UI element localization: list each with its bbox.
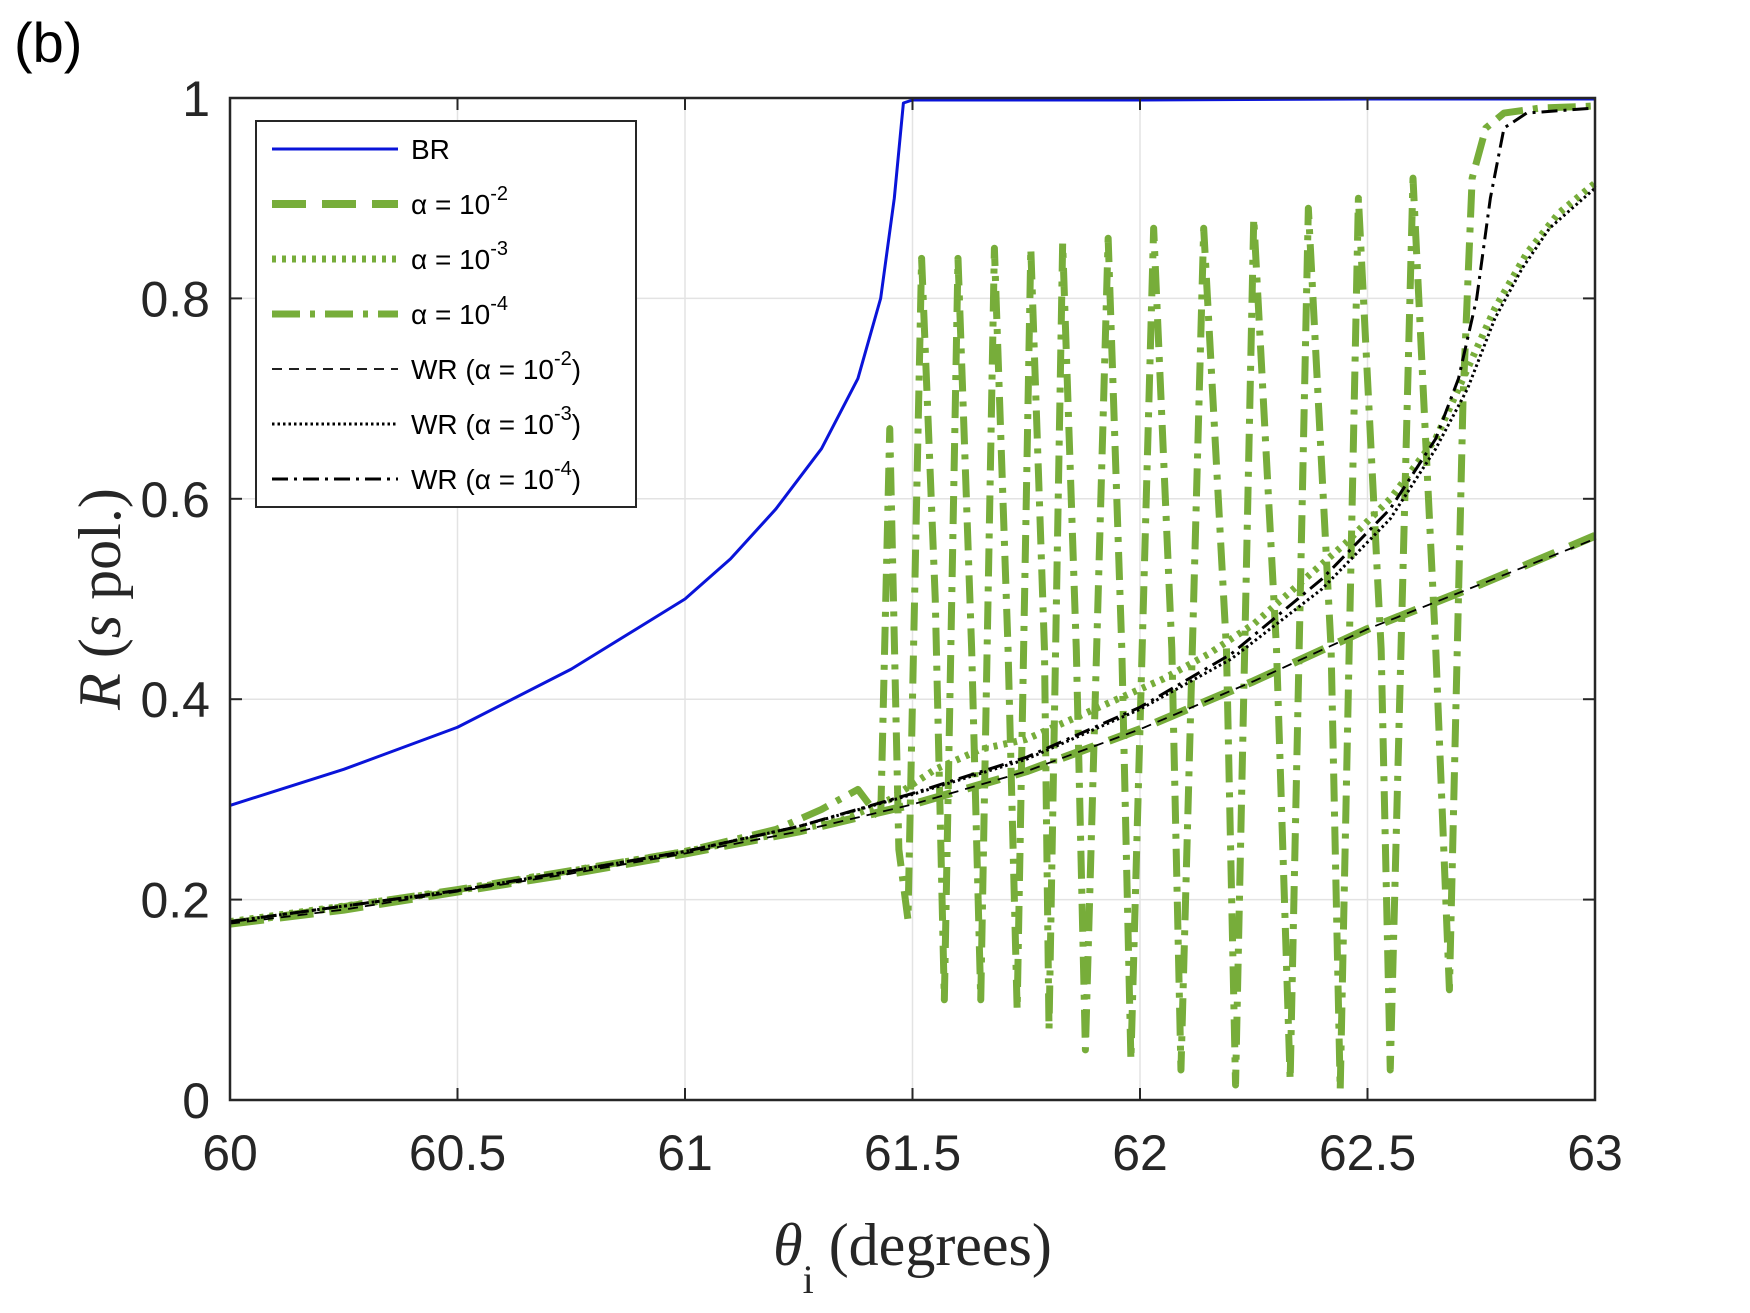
plot-series — [229, 97, 1598, 1094]
legend-label-exponent: -4 — [554, 458, 572, 480]
legend-label-base: WR (α = 10 — [411, 354, 554, 385]
y-axis-title: R (s pol.) — [67, 488, 133, 711]
panel-label: (b) — [14, 11, 82, 74]
legend-label-exponent: -2 — [554, 348, 572, 370]
x-axis-symbol: θ — [773, 1212, 802, 1278]
legend-label-1: α = 10-2 — [411, 183, 508, 220]
x-tick-label: 62 — [1112, 1125, 1168, 1181]
series-line-6 — [229, 106, 1596, 924]
legend-label-base: BR — [411, 134, 450, 165]
y-tick-label: 0.8 — [140, 271, 210, 327]
x-tick-label: 60.5 — [409, 1125, 506, 1181]
x-tick-label: 63 — [1567, 1125, 1623, 1181]
legend-label-exponent: -3 — [554, 403, 572, 425]
x-axis-units: (degrees) — [814, 1212, 1052, 1278]
legend-label-6: WR (α = 10-4) — [411, 458, 581, 495]
y-axis-symbol: R — [67, 673, 133, 711]
legend-label-exponent: -2 — [490, 183, 508, 205]
y-tick-label: 0.2 — [140, 873, 210, 929]
legend-label-exponent: -3 — [490, 238, 508, 260]
legend-label-base: α = 10 — [411, 189, 490, 220]
legend-label-suffix: ) — [572, 409, 581, 440]
x-tick-label: 61.5 — [864, 1125, 961, 1181]
legend-label-4: WR (α = 10-2) — [411, 348, 581, 385]
x-axis-subscript: i — [803, 1257, 814, 1302]
legend-label-base: WR (α = 10 — [411, 409, 554, 440]
legend-box — [255, 120, 637, 508]
legend-label-2: α = 10-3 — [411, 238, 508, 275]
y-axis-pol-symbol: s — [67, 615, 133, 638]
y-tick-label: 0.4 — [140, 672, 210, 728]
legend-label-base: α = 10 — [411, 299, 490, 330]
legend-label-suffix: ) — [572, 354, 581, 385]
y-tick-label: 0 — [182, 1073, 210, 1129]
legend-label-suffix: ) — [572, 464, 581, 495]
y-tick-label: 0.6 — [140, 472, 210, 528]
x-axis-title: θi (degrees) — [773, 1212, 1052, 1302]
axis-ticks: 60 60.5 61 61.5 62 62.5 63 0 0.2 0.4 0.6 0.8 1 — [140, 71, 1622, 1181]
y-tick-label: 1 — [182, 71, 210, 127]
series-line-0 — [229, 97, 1595, 807]
legend-label-5: WR (α = 10-3) — [411, 403, 581, 440]
series-line-2 — [229, 180, 1598, 926]
x-tick-label: 60 — [202, 1125, 258, 1181]
x-tick-label: 62.5 — [1319, 1125, 1416, 1181]
legend-label-base: α = 10 — [411, 244, 490, 275]
x-tick-label: 61 — [657, 1125, 713, 1181]
legend-label-exponent: -4 — [490, 293, 508, 315]
y-axis-pol-text: pol.) — [67, 488, 133, 615]
legend-label-0: BR — [411, 134, 450, 165]
legend-label-3: α = 10-4 — [411, 293, 508, 330]
y-axis-open-paren: ( — [67, 638, 133, 673]
legend-label-base: WR (α = 10 — [411, 464, 554, 495]
legend: BRα = 10-2α = 10-3α = 10-4WR (α = 10-2)W… — [255, 120, 637, 508]
